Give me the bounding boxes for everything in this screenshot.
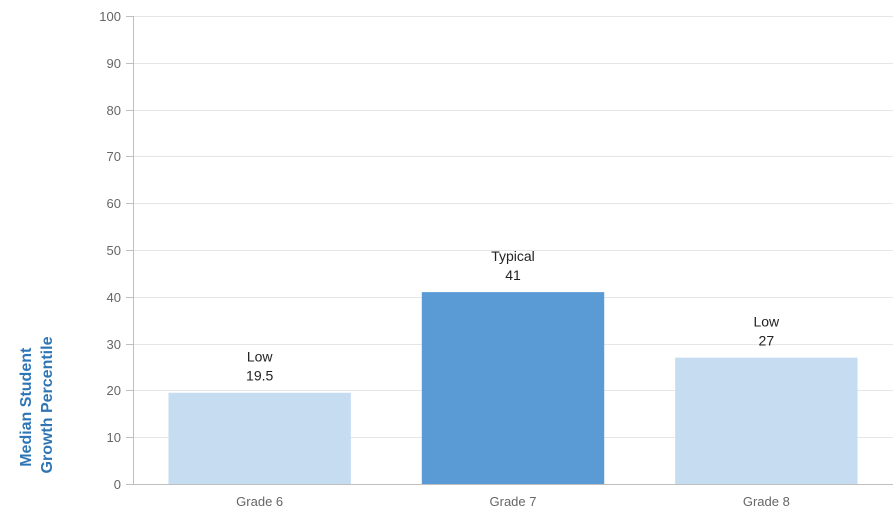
- y-tick-label-30: 30: [107, 337, 121, 352]
- y-tick-label-90: 90: [107, 56, 121, 71]
- y-axis-title-line-2: Growth Percentile: [39, 336, 56, 473]
- x-category-label: Grade 8: [743, 494, 790, 509]
- bar-grade-8: [675, 357, 858, 484]
- y-axis-title-line-1: Median Student: [18, 347, 35, 467]
- y-axis-title: Median Student Growth Percentile: [18, 336, 56, 473]
- y-tick-label-70: 70: [107, 149, 121, 164]
- bar-value-label: 27: [759, 333, 775, 349]
- bar-grade-6: [168, 392, 351, 484]
- x-category-label: Grade 7: [490, 494, 537, 509]
- y-tick-label-40: 40: [107, 290, 121, 305]
- bar-rating-label: Low: [753, 314, 780, 330]
- axes: Grade 6 Grade 7 Grade 8: [133, 16, 893, 509]
- bar-rating-label: Low: [247, 349, 274, 365]
- y-tick-label-0: 0: [114, 477, 121, 492]
- bars: [168, 292, 858, 484]
- bar-value-label: 19.5: [246, 368, 273, 384]
- bar-value-label: 41: [505, 267, 521, 283]
- data-labels: Low 19.5 Typical 41 Low 27: [246, 248, 780, 384]
- y-tick-label-20: 20: [107, 383, 121, 398]
- bar-rating-label: Typical: [491, 248, 535, 264]
- bar-grade-7: [421, 292, 605, 484]
- y-tick-label-80: 80: [107, 103, 121, 118]
- y-tick-label-60: 60: [107, 196, 121, 211]
- x-category-label: Grade 6: [236, 494, 283, 509]
- y-tick-label-50: 50: [107, 243, 121, 258]
- y-tick-label-10: 10: [107, 430, 121, 445]
- y-tick-label-100: 100: [99, 9, 121, 24]
